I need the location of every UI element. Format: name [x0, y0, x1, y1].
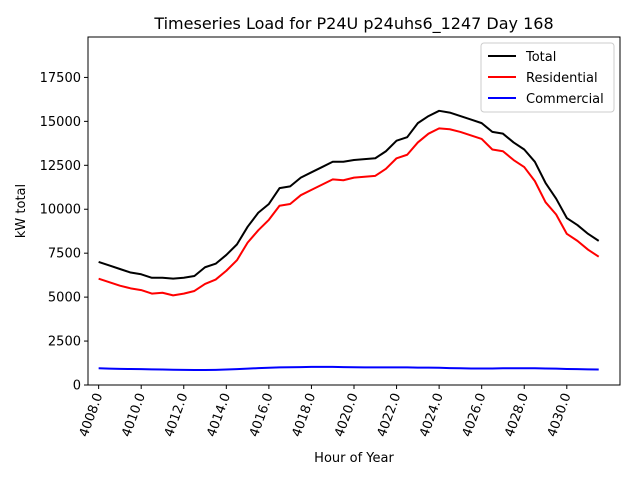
series-line-commercial	[98, 365, 599, 372]
x-tick-label: 4026.0	[460, 391, 490, 439]
x-tick-label: 4022.0	[375, 391, 405, 439]
y-tick-label: 15000	[40, 115, 81, 130]
y-tick-label: 0	[73, 379, 81, 394]
y-tick-label: 10000	[40, 203, 81, 218]
y-tick-label: 7500	[48, 247, 81, 262]
legend: Total Residential Commercial	[480, 42, 615, 113]
legend-label-residential: Residential	[526, 71, 598, 86]
x-tick-label: 4018.0	[290, 391, 320, 439]
legend-box	[480, 42, 615, 113]
x-tick-label: 4008.0	[77, 391, 107, 439]
y-tick-label: 2500	[48, 335, 81, 350]
legend-label-commercial: Commercial	[526, 92, 604, 107]
x-tick-label: 4010.0	[119, 391, 149, 439]
x-tick-label: 4028.0	[502, 391, 532, 439]
chart-title: Timeseries Load for P24U p24uhs6_1247 Da…	[153, 14, 553, 34]
x-tick-label: 4030.0	[545, 391, 575, 439]
series-line-residential	[98, 127, 600, 297]
y-tick-label: 5000	[48, 291, 81, 306]
x-tick-label: 4024.0	[417, 391, 447, 439]
x-tick-label: 4014.0	[204, 391, 234, 439]
series-line-total	[98, 109, 600, 280]
y-axis-label: kW total	[14, 184, 29, 238]
y-tick-label: 12500	[40, 159, 81, 174]
x-tick-label: 4012.0	[162, 391, 192, 439]
x-tick-label: 4016.0	[247, 391, 277, 439]
y-tick-label: 17500	[40, 71, 81, 86]
legend-label-total: Total	[525, 50, 556, 65]
x-tick-label: 4020.0	[332, 391, 362, 439]
x-axis-label: Hour of Year	[314, 451, 394, 466]
